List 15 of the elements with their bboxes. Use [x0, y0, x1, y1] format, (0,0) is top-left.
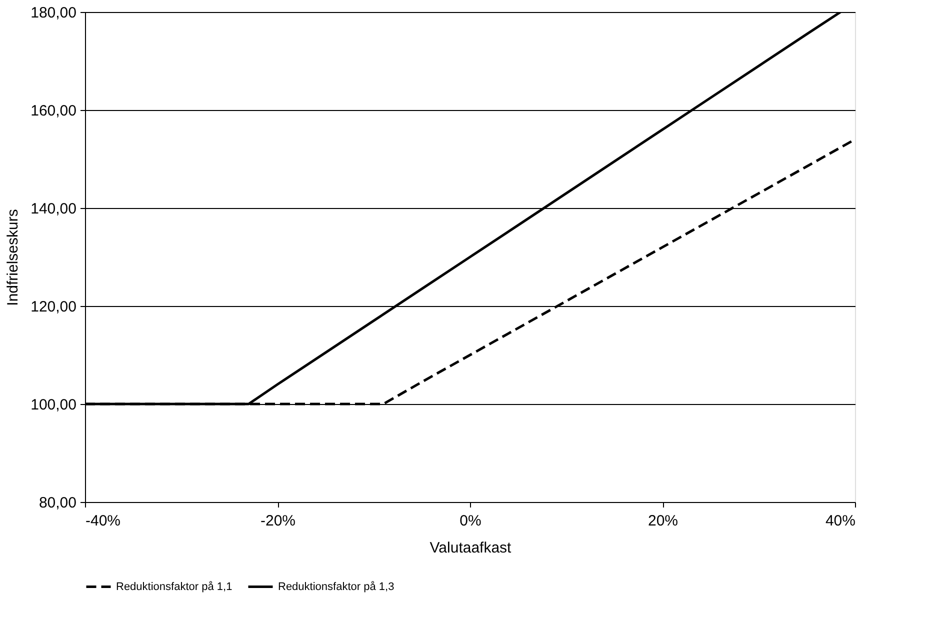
y-axis-title: Indfrielseskurs	[4, 209, 22, 306]
x-axis-title: Valutaafkast	[430, 540, 512, 556]
legend-label: Reduktionsfaktor på 1,3	[278, 580, 394, 593]
legend-label: Reduktionsfaktor på 1,1	[116, 580, 232, 593]
y-tick-label: 120,00	[30, 298, 76, 316]
y-tick-label: 160,00	[30, 102, 76, 120]
y-tick-label: 180,00	[30, 4, 76, 22]
y-tick-label: 140,00	[30, 200, 76, 218]
y-tick-label: 100,00	[30, 396, 76, 414]
x-tick-label: 20%	[648, 512, 678, 530]
x-tick-label: -20%	[260, 512, 296, 530]
y-tick-label: 80,00	[38, 494, 76, 512]
x-tick-label: -40%	[86, 512, 121, 530]
x-tick-label: 40%	[825, 512, 856, 530]
x-tick-label: 0%	[460, 512, 482, 530]
